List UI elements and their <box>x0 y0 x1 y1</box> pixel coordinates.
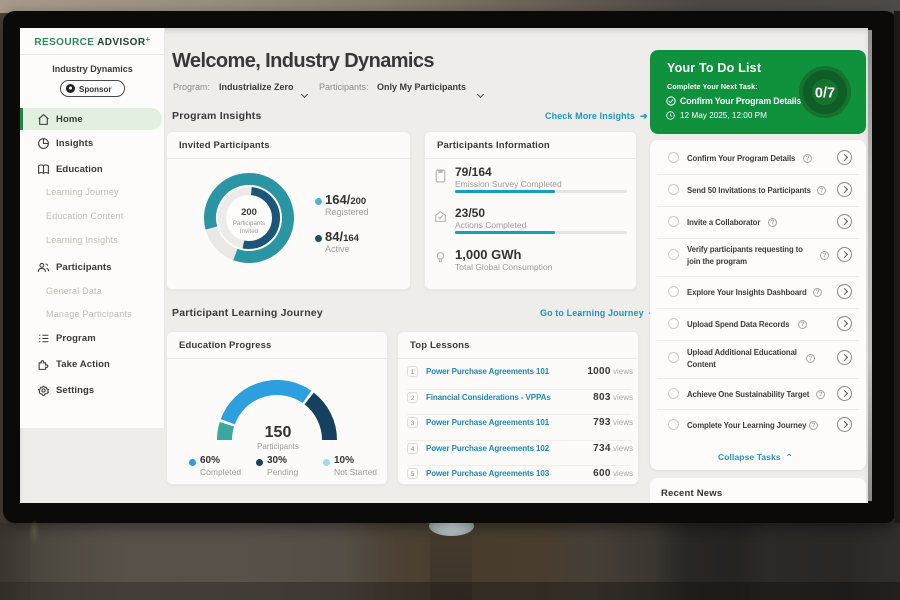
svg-text:0/7: 0/7 <box>815 86 835 102</box>
svg-text:Participants: Participants <box>233 220 265 227</box>
svg-text:200: 200 <box>241 207 257 218</box>
svg-text:Invited: Invited <box>240 228 259 235</box>
